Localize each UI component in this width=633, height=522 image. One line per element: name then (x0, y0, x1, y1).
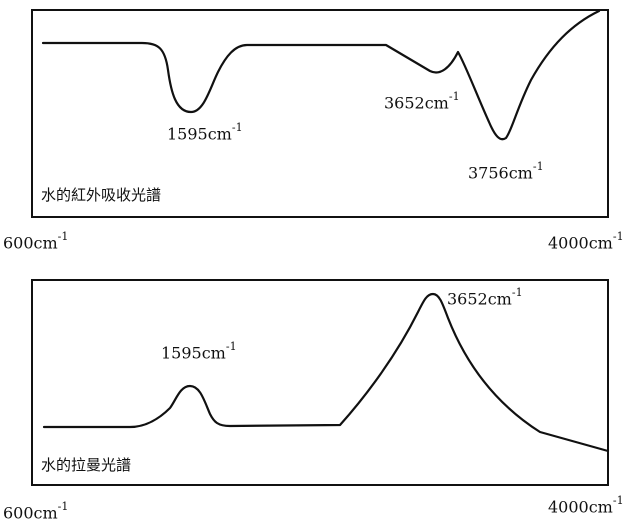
raman-peak-1595-label: 1595cm-1 (161, 340, 237, 363)
ir-peak-3756-label: 3756cm-1 (468, 160, 544, 183)
raman-spectrum-title: 水的拉曼光譜 (41, 456, 132, 474)
ir-axis-right-label: 4000cm-1 (548, 230, 624, 253)
ir-spectrum-title: 水的紅外吸收光譜 (41, 186, 162, 204)
ir-peak-3652-label: 3652cm-1 (384, 90, 460, 113)
ir-axis-left-label: 600cm-1 (3, 230, 69, 253)
raman-peak-3652-label: 3652cm-1 (447, 286, 523, 309)
ir-peak-1595-label: 1595cm-1 (167, 121, 243, 144)
raman-spectrum-panel (31, 279, 609, 486)
ir-spectrum-curve (41, 9, 601, 141)
raman-axis-right-label: 4000cm-1 (548, 494, 624, 517)
raman-axis-left-label: 600cm-1 (3, 500, 69, 522)
raman-spectrum-curve (42, 292, 610, 453)
